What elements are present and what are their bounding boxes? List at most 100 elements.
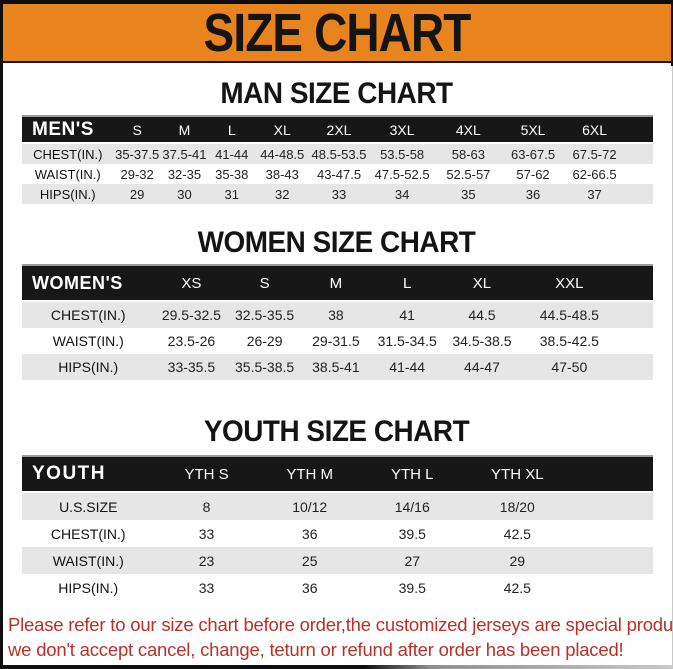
size-value-cell: 35.5-38.5: [235, 359, 295, 375]
row-label: CHEST(IN.): [50, 525, 126, 542]
filler-cell: [571, 492, 653, 520]
size-column-header: XXL: [520, 265, 619, 302]
table-row: CHEST(IN.) 29.5-32.5 32.5-35.5 38 41 44.5 44.5…: [22, 301, 653, 328]
women-section-title: WOMEN SIZE CHART: [197, 226, 476, 259]
size-value-cell: 62-66.5: [572, 166, 617, 182]
size-column-header: XS: [154, 265, 229, 302]
size-value-cell: 41-44: [389, 359, 426, 375]
row-label: WAIST(IN.): [34, 166, 101, 182]
man-header-label: MEN'S: [22, 116, 114, 144]
size-column-header: 3XL: [368, 116, 436, 144]
size-value-cell: 33-35.5: [167, 359, 216, 375]
row-label: WAIST(IN.): [52, 333, 124, 349]
size-value-cell: 41: [399, 307, 415, 323]
size-value-cell: 44-48.5: [260, 146, 305, 162]
row-label: U.S.SIZE: [59, 498, 118, 515]
youth-header-label: YOUTH: [22, 456, 155, 493]
size-value-cell: 58-63: [451, 146, 485, 162]
size-value-cell: 47.5-52.5: [374, 166, 430, 182]
page-title: SIZE CHART: [203, 2, 472, 63]
size-column-header: YTH L: [360, 456, 464, 493]
size-value-cell: 52.5-57: [446, 166, 491, 182]
size-value-cell: 32-35: [167, 166, 202, 182]
size-value-cell: 44-47: [464, 359, 500, 375]
size-value-cell: 30: [177, 186, 192, 202]
man-size-table: MEN'S S M L XL 2XL 3XL 4XL 5XL 6XL CHEST(IN.) 35-37…: [22, 115, 653, 204]
man-section-title: MAN SIZE CHART: [220, 77, 453, 110]
size-value-cell: 36: [525, 186, 541, 202]
size-column-header: XL: [255, 116, 310, 144]
table-row: HIPS(IN.) 29 30 31 32 33 34 35 36 37: [22, 184, 653, 204]
youth-section-title: YOUTH SIZE CHART: [203, 415, 470, 448]
women-table-header-row: WOMEN'S XS S M L XL XXL: [22, 265, 653, 302]
size-value-cell: 36: [301, 579, 318, 596]
frame-right-edge: [671, 0, 673, 66]
man-table-header-row: MEN'S S M L XL 2XL 3XL 4XL 5XL 6XL: [22, 116, 653, 144]
size-column-header: 6XL: [564, 116, 625, 144]
size-value-cell: 39.5: [398, 579, 426, 596]
size-value-cell: 35: [461, 186, 476, 202]
table-row: WAIST(IN.) 23.5-26 26-29 29-31.5 31.5-34.5 34…: [22, 328, 653, 354]
size-value-cell: 35-37.5: [115, 146, 160, 162]
size-value-cell: 34: [394, 186, 410, 202]
size-value-cell: 57-62: [516, 166, 550, 182]
women-header-label: WOMEN'S: [22, 265, 155, 302]
table-row: HIPS(IN.) 33 36 39.5 42.5: [22, 574, 653, 601]
size-value-cell: 36: [301, 525, 318, 542]
size-column-header: L: [208, 116, 256, 144]
size-column-header: YTH S: [154, 456, 259, 493]
size-value-cell: 38.5-41: [312, 359, 360, 375]
size-column-header: S: [113, 116, 161, 144]
size-value-cell: 38: [328, 307, 344, 323]
size-value-cell: 48.5-53.5: [311, 146, 367, 162]
header-filler-cell: [624, 116, 653, 144]
size-value-cell: 26-29: [246, 333, 283, 349]
footer-disclaimer: Please refer to our size chart before or…: [8, 612, 673, 662]
table-row: HIPS(IN.) 33-35.5 35.5-38.5 38.5-41 41-44 44-…: [22, 354, 653, 380]
table-row: CHEST(IN.) 35-37.5 37.5-41 41-44 44-48.5 48.5…: [22, 143, 653, 164]
row-label: CHEST(IN.): [33, 146, 103, 162]
table-row: WAIST(IN.) 23 25 27 29: [22, 547, 653, 574]
disclaimer-line-2: we don't accept cancel, change, teturn o…: [8, 639, 624, 660]
disclaimer-line-1: Please refer to our size chart before or…: [8, 614, 673, 635]
size-value-cell: 43-47.5: [316, 166, 362, 182]
size-value-cell: 35-38: [215, 166, 249, 182]
size-value-cell: 31: [224, 186, 239, 202]
size-value-cell: 18/20: [499, 498, 535, 515]
size-column-header: 4XL: [435, 116, 502, 144]
size-value-cell: 42.5: [503, 579, 531, 596]
table-row: WAIST(IN.) 29-32 32-35 35-38 38-43 43-47.5 47.…: [22, 164, 653, 184]
size-column-header: YTH XL: [463, 456, 571, 493]
size-value-cell: 23.5-26: [167, 333, 216, 349]
filler-cell: [571, 574, 653, 601]
size-value-cell: 23: [198, 552, 215, 569]
size-value-cell: 67.5-72: [572, 146, 617, 162]
filler-cell: [571, 520, 653, 547]
filler-cell: [618, 354, 653, 380]
size-column-header: YTH M: [258, 456, 361, 493]
size-value-cell: 41-44: [215, 146, 249, 162]
frame-left-edge: [0, 0, 3, 669]
filler-cell: [625, 184, 653, 204]
size-column-header: M: [300, 265, 371, 302]
youth-table-header-row: YOUTH YTH S YTH M YTH L YTH XL: [22, 456, 653, 493]
filler-cell: [618, 301, 653, 328]
frame-top-edge: [0, 0, 673, 4]
table-row: U.S.SIZE 8 10/12 14/16 18/20: [22, 492, 653, 520]
row-label: WAIST(IN.): [52, 552, 124, 569]
size-column-header: 5XL: [501, 116, 565, 144]
size-value-cell: 25: [301, 552, 318, 569]
size-value-cell: 8: [202, 498, 211, 515]
size-column-header: L: [370, 265, 444, 302]
size-value-cell: 31.5-34.5: [377, 333, 437, 349]
filler-cell: [625, 143, 653, 164]
size-column-header: S: [228, 265, 301, 302]
size-value-cell: 37.5-41: [162, 146, 207, 162]
size-value-cell: 27: [404, 552, 421, 569]
size-value-cell: 63-67.5: [510, 146, 556, 162]
size-value-cell: 53.5-58: [380, 146, 425, 162]
youth-size-table: YOUTH YTH S YTH M YTH L YTH XL U.S.SIZE 8 10/12…: [22, 455, 653, 601]
size-value-cell: 38-43: [265, 166, 299, 182]
size-value-cell: 47-50: [551, 359, 588, 375]
